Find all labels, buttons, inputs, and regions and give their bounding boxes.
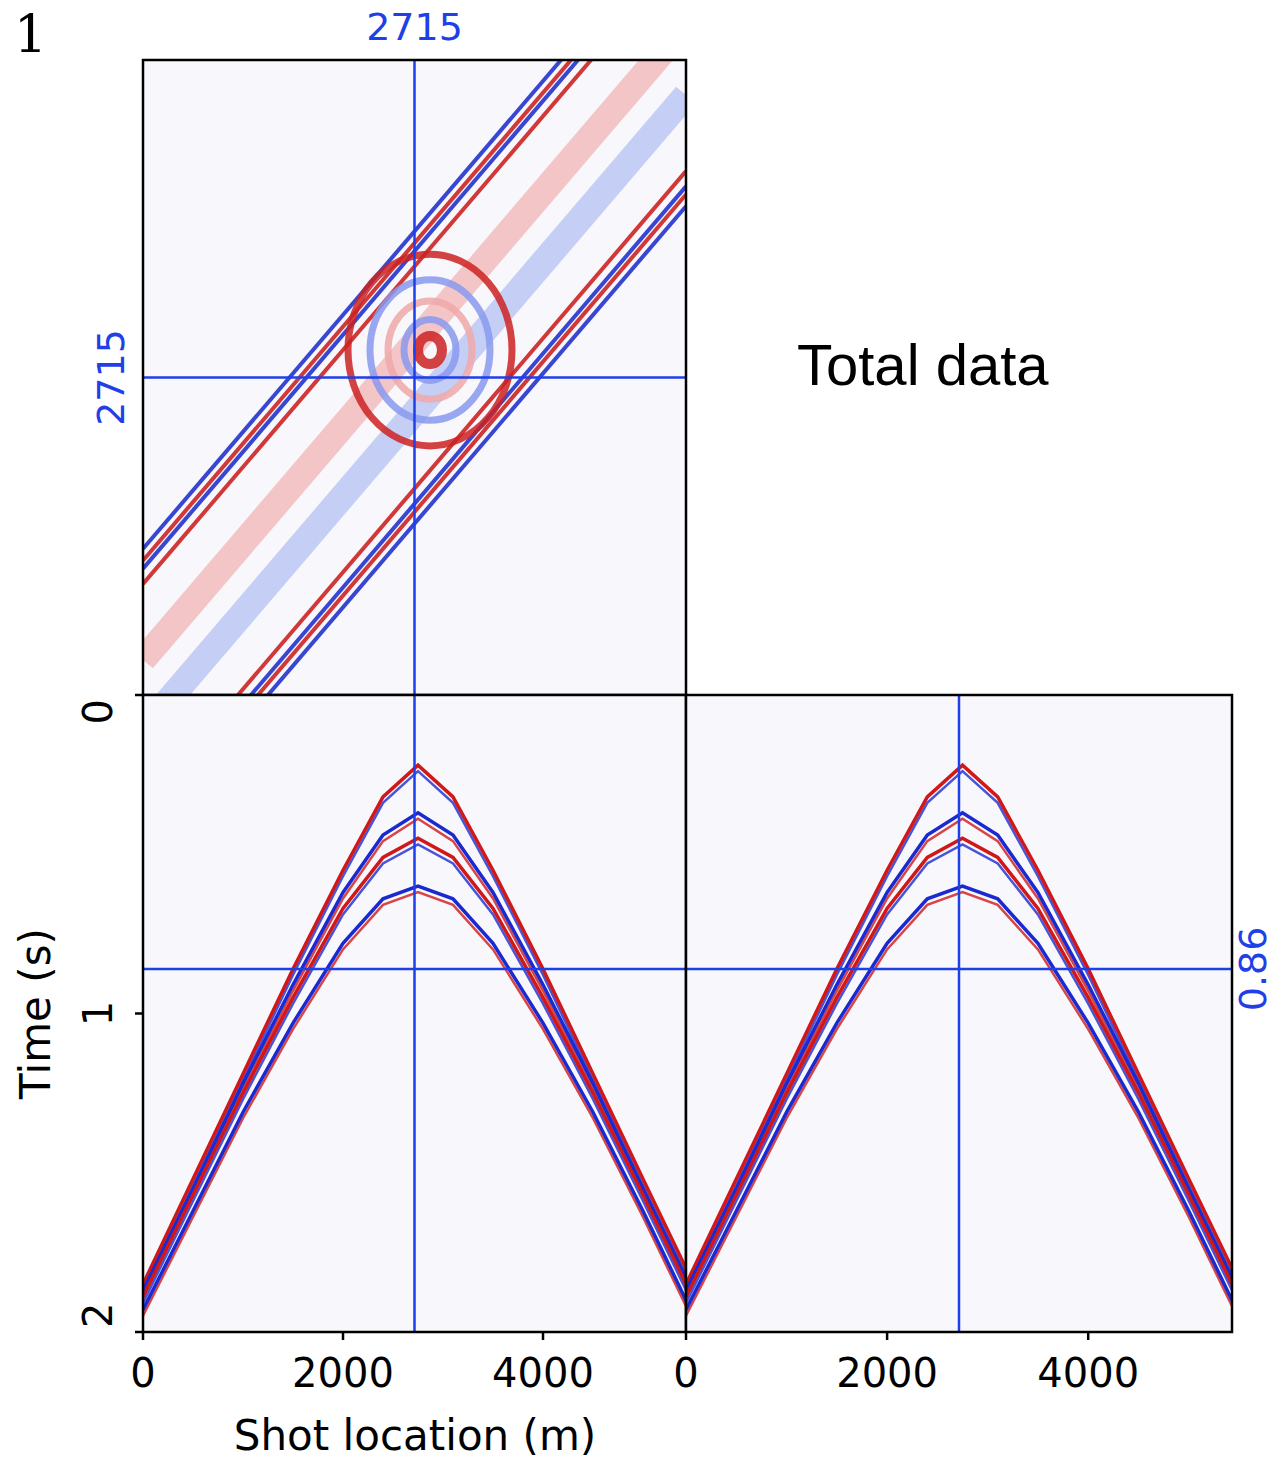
x-tick xyxy=(1087,1332,1090,1340)
ring xyxy=(348,254,512,446)
ring xyxy=(370,280,490,420)
figure: 0 2000 4000 0 2000 4000 0 1 2 Time (s) Shot locati… xyxy=(0,0,1285,1468)
ring xyxy=(388,301,472,399)
y-tick-label: 2 xyxy=(75,1303,121,1328)
x-tick-label: 0 xyxy=(673,1350,698,1396)
x-tick-label: 4000 xyxy=(1037,1350,1139,1396)
x-tick xyxy=(342,1332,345,1340)
y-axis-title: Time (s) xyxy=(11,928,60,1100)
plot-area xyxy=(143,695,686,1332)
crosshair-location xyxy=(413,695,416,1332)
title: Total data xyxy=(797,332,1049,397)
x-tick-label: 2000 xyxy=(836,1350,938,1396)
frame xyxy=(143,695,686,1332)
x-tick-label: 2000 xyxy=(292,1350,394,1396)
x-tick xyxy=(886,1332,889,1340)
x-tick-label: 4000 xyxy=(492,1350,594,1396)
frame xyxy=(143,60,686,695)
plot-background xyxy=(686,695,1232,1332)
y-tick xyxy=(135,1012,143,1015)
crosshair-location xyxy=(958,695,961,1332)
x-tick xyxy=(542,1332,545,1340)
ring xyxy=(418,336,442,364)
plot-area xyxy=(143,60,686,695)
y-tick xyxy=(135,694,143,697)
crosshair-label: 0.86 xyxy=(1231,927,1275,1012)
frame xyxy=(686,695,1232,1332)
plot-background xyxy=(143,60,686,695)
x-tick xyxy=(685,1332,688,1340)
y-tick-label: 0 xyxy=(75,699,121,724)
crosshair-label: 2715 xyxy=(366,5,463,49)
crosshair-label: 2715 xyxy=(89,329,133,426)
plot-background xyxy=(143,695,686,1332)
x-tick-label: 0 xyxy=(130,1350,155,1396)
panel-label: 1 xyxy=(14,4,47,64)
x-axis-title: Shot location (m) xyxy=(234,1411,596,1460)
plot-area xyxy=(686,695,1232,1332)
y-tick-label: 1 xyxy=(75,1001,121,1026)
crosshair-y xyxy=(143,376,686,379)
ring xyxy=(404,320,456,381)
y-tick xyxy=(135,1331,143,1334)
